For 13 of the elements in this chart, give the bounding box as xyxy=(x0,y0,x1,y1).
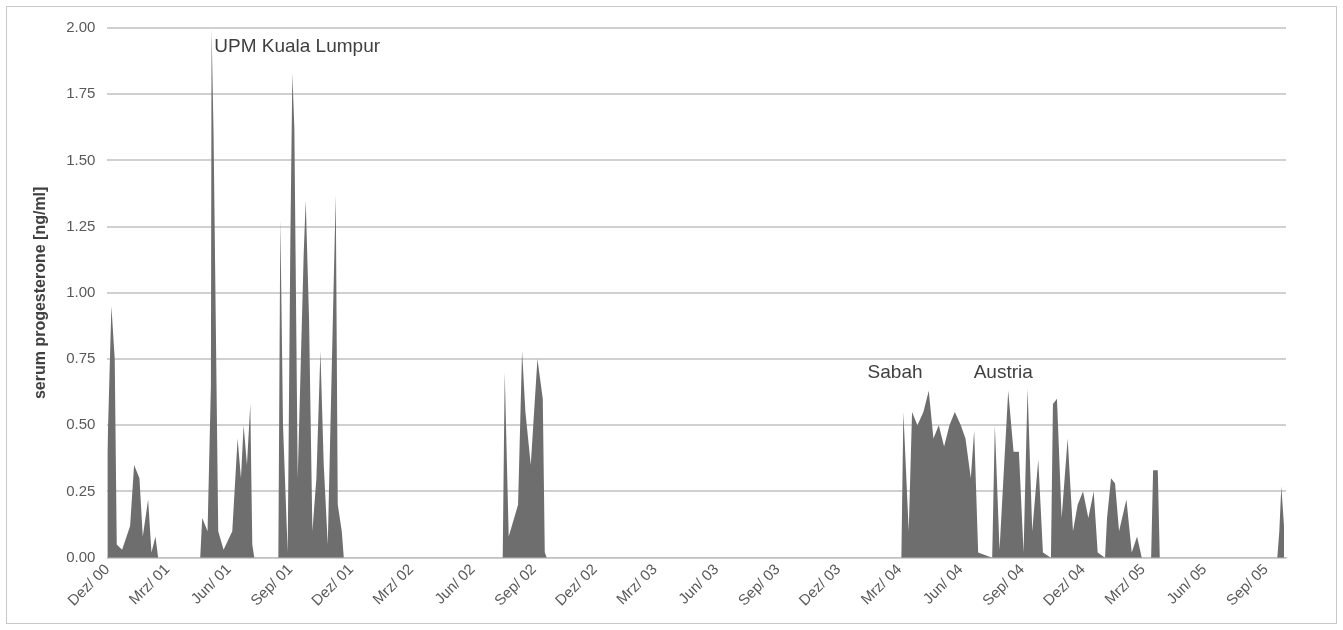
y-tick-label: 0.75 xyxy=(66,349,96,367)
annotation: Sabah xyxy=(867,360,923,382)
y-tick-label: 0.50 xyxy=(66,415,96,433)
y-tick-label: 1.50 xyxy=(66,150,96,168)
y-tick-label: 1.00 xyxy=(66,282,96,300)
annotation: UPM Kuala Lumpur xyxy=(214,34,381,56)
annotation: Austria xyxy=(973,360,1034,382)
y-tick-label: 2.00 xyxy=(66,18,96,36)
y-tick-label: 0.25 xyxy=(66,481,96,499)
y-axis-title: serum progesterone [ng/ml] xyxy=(31,186,49,400)
y-tick-label: 1.75 xyxy=(66,84,96,102)
y-tick-label: 1.25 xyxy=(66,216,96,234)
y-tick-label: 0.00 xyxy=(66,547,96,565)
